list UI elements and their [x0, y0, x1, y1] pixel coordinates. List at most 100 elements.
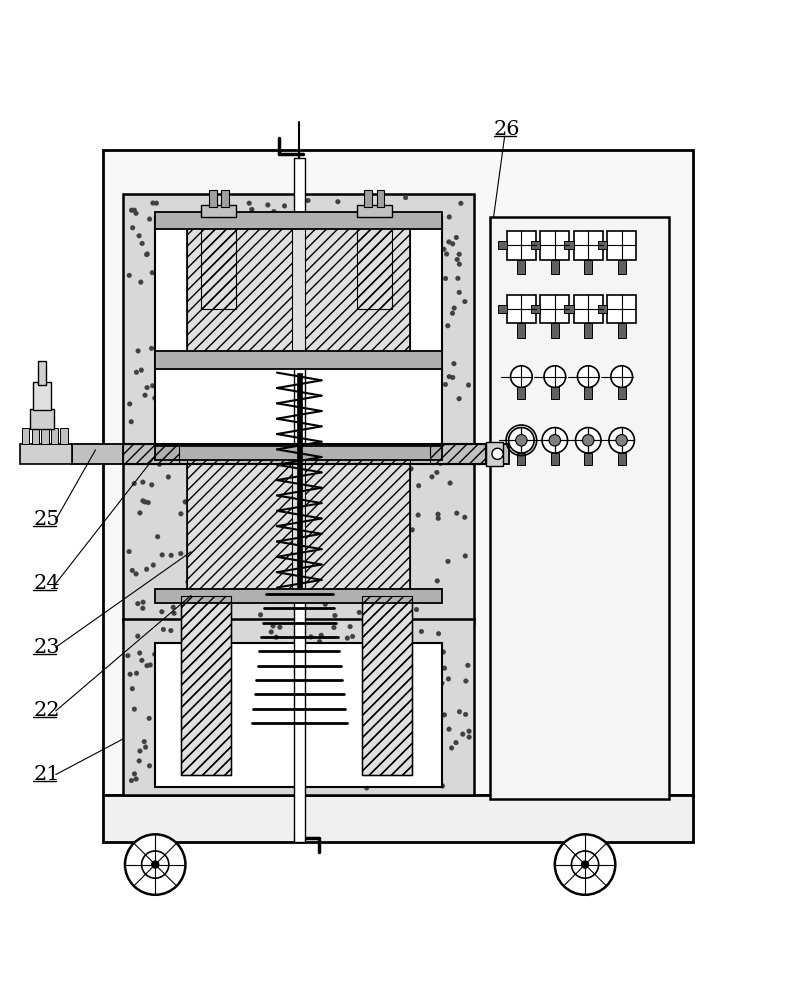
Circle shape [350, 634, 355, 639]
Circle shape [348, 522, 353, 527]
Text: 22: 22 [33, 701, 60, 720]
Circle shape [224, 549, 229, 554]
Circle shape [134, 571, 139, 576]
Circle shape [187, 471, 192, 476]
Circle shape [147, 763, 152, 768]
Circle shape [307, 515, 312, 519]
Bar [584, 323, 592, 338]
Circle shape [129, 208, 134, 213]
Circle shape [455, 459, 459, 464]
Bar [584, 387, 592, 399]
Circle shape [611, 366, 633, 387]
Circle shape [148, 663, 153, 667]
Bar [60, 428, 68, 444]
Bar [30, 409, 54, 429]
Circle shape [274, 635, 279, 640]
Bar [362, 596, 412, 775]
Circle shape [341, 516, 346, 520]
Bar [123, 444, 486, 464]
Bar [551, 453, 559, 465]
Circle shape [141, 498, 146, 503]
Circle shape [191, 600, 196, 605]
Circle shape [265, 544, 270, 549]
Circle shape [581, 861, 589, 868]
Circle shape [147, 217, 152, 221]
Circle shape [438, 461, 443, 466]
Bar [584, 453, 592, 465]
Circle shape [221, 542, 226, 547]
Circle shape [294, 508, 298, 513]
Circle shape [366, 527, 371, 532]
Circle shape [332, 625, 337, 630]
Circle shape [328, 456, 333, 461]
Circle shape [185, 580, 190, 584]
Circle shape [187, 540, 192, 544]
Bar [362, 596, 412, 775]
Bar [187, 225, 410, 357]
Circle shape [135, 601, 140, 606]
Circle shape [216, 514, 220, 519]
Circle shape [416, 513, 420, 517]
Circle shape [452, 306, 457, 310]
Circle shape [609, 428, 634, 453]
Bar [551, 260, 559, 274]
Circle shape [144, 252, 149, 257]
Circle shape [442, 712, 447, 717]
Circle shape [446, 559, 451, 564]
Circle shape [217, 458, 222, 463]
Bar [305, 225, 410, 357]
Text: 26: 26 [494, 120, 520, 139]
Circle shape [312, 539, 317, 544]
Bar [201, 205, 236, 217]
Bar [517, 453, 525, 465]
Circle shape [454, 235, 458, 240]
Circle shape [440, 784, 445, 788]
Circle shape [271, 209, 276, 214]
Circle shape [249, 207, 254, 212]
Bar [540, 231, 569, 260]
Bar [221, 190, 229, 207]
Circle shape [267, 502, 271, 506]
Circle shape [400, 538, 405, 543]
Circle shape [225, 462, 230, 467]
Circle shape [332, 517, 337, 522]
Circle shape [169, 628, 174, 633]
Circle shape [178, 511, 183, 516]
Circle shape [492, 448, 503, 459]
Circle shape [145, 252, 150, 256]
Bar [607, 231, 636, 260]
Circle shape [196, 463, 201, 468]
Circle shape [309, 634, 314, 639]
Circle shape [151, 861, 159, 868]
Circle shape [132, 771, 137, 776]
Circle shape [140, 241, 145, 246]
Circle shape [166, 475, 171, 479]
Circle shape [153, 396, 158, 401]
Bar [51, 428, 58, 444]
Circle shape [446, 677, 451, 681]
Circle shape [451, 241, 455, 246]
Bar [32, 428, 39, 444]
Text: 24: 24 [33, 574, 60, 593]
Bar [486, 442, 503, 466]
Circle shape [201, 211, 206, 215]
Circle shape [184, 630, 189, 635]
Circle shape [583, 435, 594, 446]
Bar [123, 619, 474, 795]
Circle shape [333, 545, 338, 550]
Circle shape [269, 630, 274, 634]
Bar [123, 194, 474, 623]
Circle shape [462, 299, 467, 304]
Circle shape [447, 481, 452, 485]
Bar [357, 205, 392, 217]
Bar [155, 643, 442, 787]
Circle shape [410, 527, 415, 532]
Circle shape [258, 503, 263, 507]
Circle shape [149, 346, 154, 351]
Bar [517, 260, 525, 274]
Bar [531, 305, 540, 313]
Circle shape [203, 585, 208, 589]
Circle shape [455, 276, 460, 281]
Circle shape [466, 735, 471, 740]
Circle shape [317, 639, 322, 644]
